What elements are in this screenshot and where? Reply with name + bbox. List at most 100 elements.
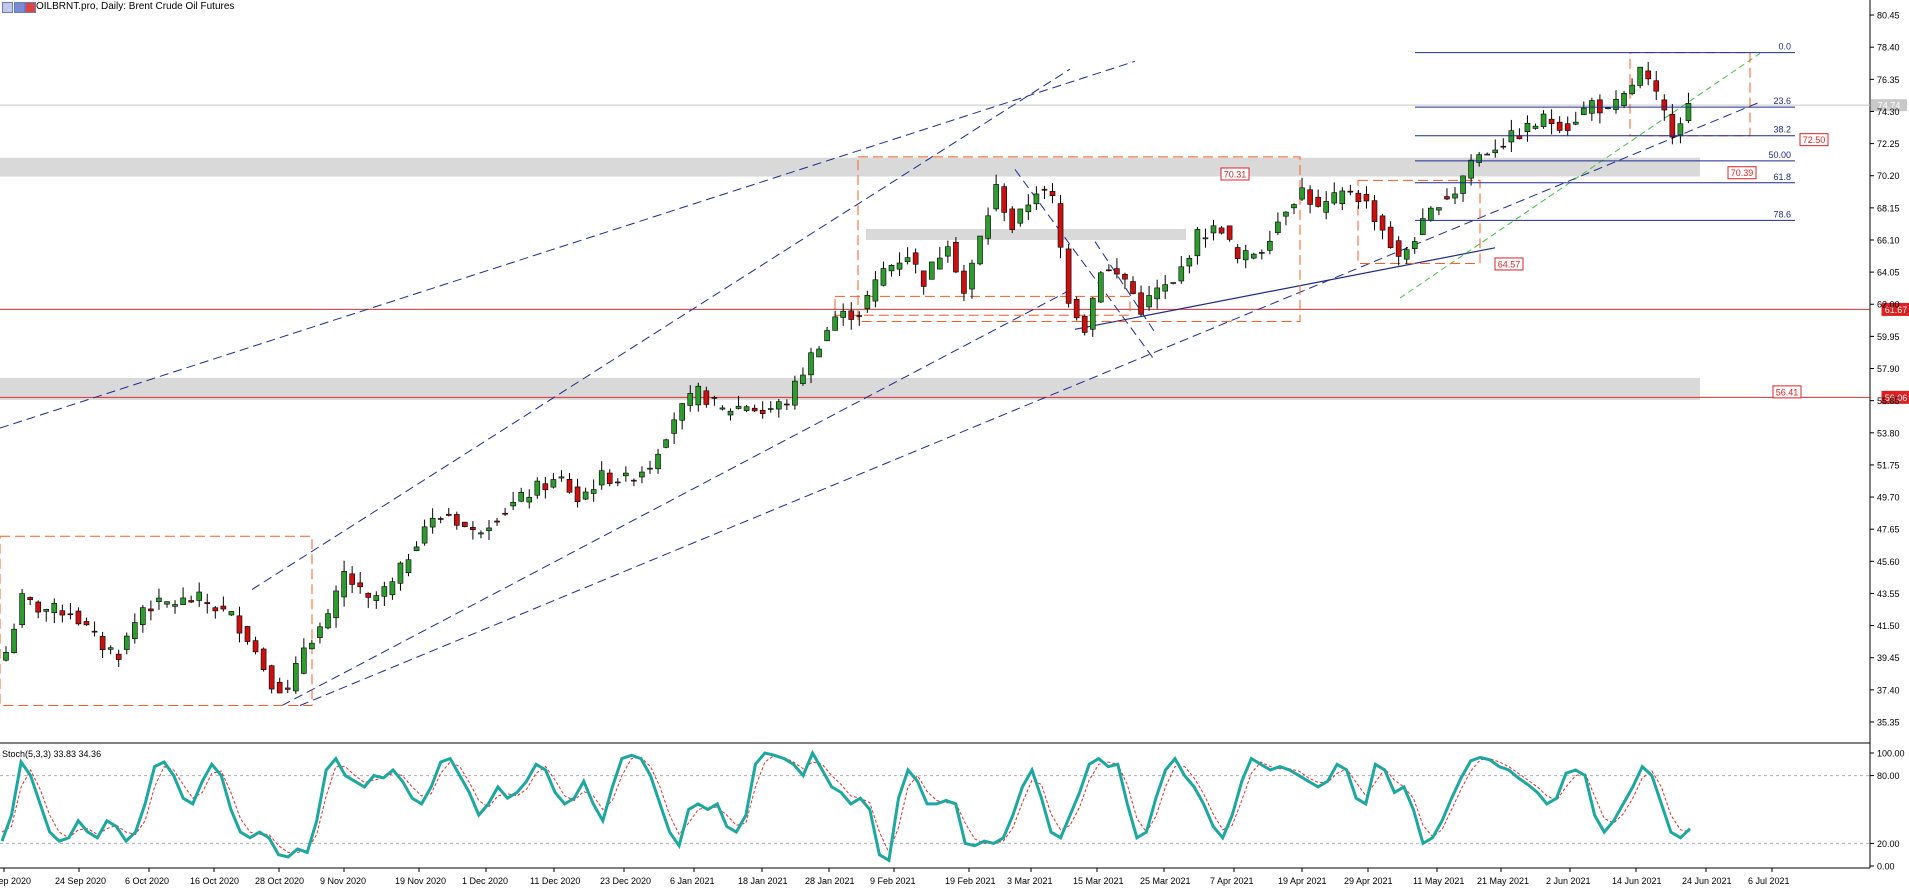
y-tick-label: 68.15 bbox=[1877, 203, 1900, 213]
candle-body bbox=[808, 352, 814, 376]
candle-body bbox=[824, 330, 830, 342]
x-tick-label: 3 Mar 2021 bbox=[1007, 876, 1053, 886]
channel-line-3 bbox=[299, 101, 1761, 706]
x-tick-label: 24 Sep 2020 bbox=[55, 876, 106, 886]
price-grid bbox=[0, 0, 1871, 869]
candle-body bbox=[1041, 188, 1048, 191]
stoch-y-label: 0.00 bbox=[1877, 862, 1895, 872]
candle-body bbox=[566, 478, 573, 493]
fibonacci-retracement: 0.0 23.6 38.2 50.00 61.8 78.6 bbox=[1415, 42, 1795, 221]
candle-body bbox=[292, 663, 299, 692]
y-tick-label: 45.60 bbox=[1877, 557, 1900, 567]
candle-body bbox=[1291, 204, 1297, 209]
candle-body bbox=[671, 419, 677, 434]
candle-body bbox=[1645, 70, 1651, 80]
candle-body bbox=[1411, 241, 1418, 250]
candle-body bbox=[945, 246, 951, 257]
candle-body bbox=[462, 521, 468, 527]
y-tick-label: 55.85 bbox=[1877, 396, 1900, 406]
candle-body bbox=[767, 408, 774, 410]
candle-body bbox=[196, 591, 202, 601]
candle-body bbox=[1275, 221, 1281, 234]
candle-body bbox=[1492, 149, 1499, 154]
candle-body bbox=[99, 636, 106, 650]
candle-body bbox=[1114, 268, 1120, 275]
x-tick-label: 19 Apr 2021 bbox=[1278, 876, 1327, 886]
range-box-3 bbox=[1357, 179, 1481, 264]
chart-window-icon[interactable] bbox=[2, 2, 13, 13]
price-tag-box bbox=[1881, 390, 1909, 404]
candle-body bbox=[1637, 66, 1643, 86]
candle-body bbox=[67, 613, 74, 616]
candle-body bbox=[252, 640, 259, 653]
candle-body bbox=[993, 184, 999, 210]
price-tag-box bbox=[1881, 302, 1909, 316]
candle-body bbox=[1162, 284, 1168, 292]
candle-body bbox=[244, 626, 251, 642]
price-tag-label: 56.41 bbox=[1776, 387, 1799, 397]
candle-body bbox=[220, 605, 227, 610]
candle-body bbox=[1226, 225, 1233, 240]
candle-body bbox=[663, 439, 669, 448]
bar-chart-icon[interactable] bbox=[14, 2, 25, 13]
candle-body bbox=[1089, 297, 1096, 330]
y-tick-label: 70.20 bbox=[1877, 171, 1900, 181]
candle-body bbox=[470, 526, 476, 530]
candle-body bbox=[848, 310, 855, 320]
candle-body bbox=[1259, 252, 1265, 254]
x-tick-label: 23 Dec 2020 bbox=[600, 876, 651, 886]
range-box-1 bbox=[857, 156, 1301, 322]
candle-body bbox=[614, 481, 621, 484]
candle-body bbox=[276, 681, 283, 694]
candle-body bbox=[59, 610, 66, 616]
candle-body bbox=[969, 262, 975, 290]
indicator-icon[interactable] bbox=[25, 2, 36, 13]
candle-body bbox=[961, 270, 967, 294]
candle-body bbox=[1323, 201, 1329, 213]
candle-body bbox=[1484, 153, 1490, 156]
candle-body bbox=[920, 270, 927, 287]
candle-body bbox=[429, 517, 436, 528]
candle-body bbox=[453, 514, 460, 526]
x-tick-label: 16 Oct 2020 bbox=[190, 876, 239, 886]
candle-body bbox=[478, 532, 484, 535]
candle-body bbox=[357, 582, 364, 588]
price-tags: 70.31 72.50 70.39 64.57 56.41 61.67 56.06 74.74 bbox=[1220, 99, 1909, 404]
support-trendline bbox=[1074, 247, 1496, 330]
candle-body bbox=[140, 607, 146, 625]
candle-body bbox=[301, 647, 307, 674]
candle-body bbox=[912, 252, 919, 265]
candle-body bbox=[115, 653, 122, 660]
candle-body bbox=[896, 262, 903, 270]
candle-body bbox=[1299, 187, 1305, 200]
price-tag-box bbox=[1220, 167, 1250, 181]
channel-line-1 bbox=[251, 68, 1071, 590]
y-tick-label: 64.05 bbox=[1877, 268, 1900, 278]
y-tick-label: 78.40 bbox=[1877, 43, 1900, 53]
last-price-box bbox=[1871, 99, 1907, 112]
fib-level-label: 61.8 bbox=[1773, 172, 1791, 182]
candle-body bbox=[1122, 273, 1128, 280]
sr-band-1 bbox=[0, 377, 1700, 400]
candle-body bbox=[212, 607, 219, 612]
candle-body bbox=[1025, 204, 1032, 213]
candle-body bbox=[445, 513, 452, 516]
candle-body bbox=[1420, 218, 1426, 235]
x-tick-label: 6 Oct 2020 bbox=[125, 876, 169, 886]
candle-body bbox=[1556, 121, 1563, 131]
candle-body bbox=[1677, 123, 1684, 136]
candle-body bbox=[51, 602, 58, 613]
candle-body bbox=[188, 600, 194, 603]
candle-body bbox=[83, 621, 90, 626]
candle-body bbox=[534, 480, 541, 496]
y-tick-label: 66.10 bbox=[1877, 235, 1900, 245]
candle-body bbox=[1146, 295, 1152, 308]
y-tick-label: 59.95 bbox=[1877, 332, 1900, 342]
candle-body bbox=[1355, 192, 1362, 203]
candle-body bbox=[1057, 203, 1064, 248]
candle-body bbox=[228, 611, 235, 616]
candle-body bbox=[792, 380, 798, 406]
candle-body bbox=[325, 613, 331, 629]
candle-body bbox=[260, 648, 267, 671]
candle-body bbox=[1597, 99, 1603, 114]
